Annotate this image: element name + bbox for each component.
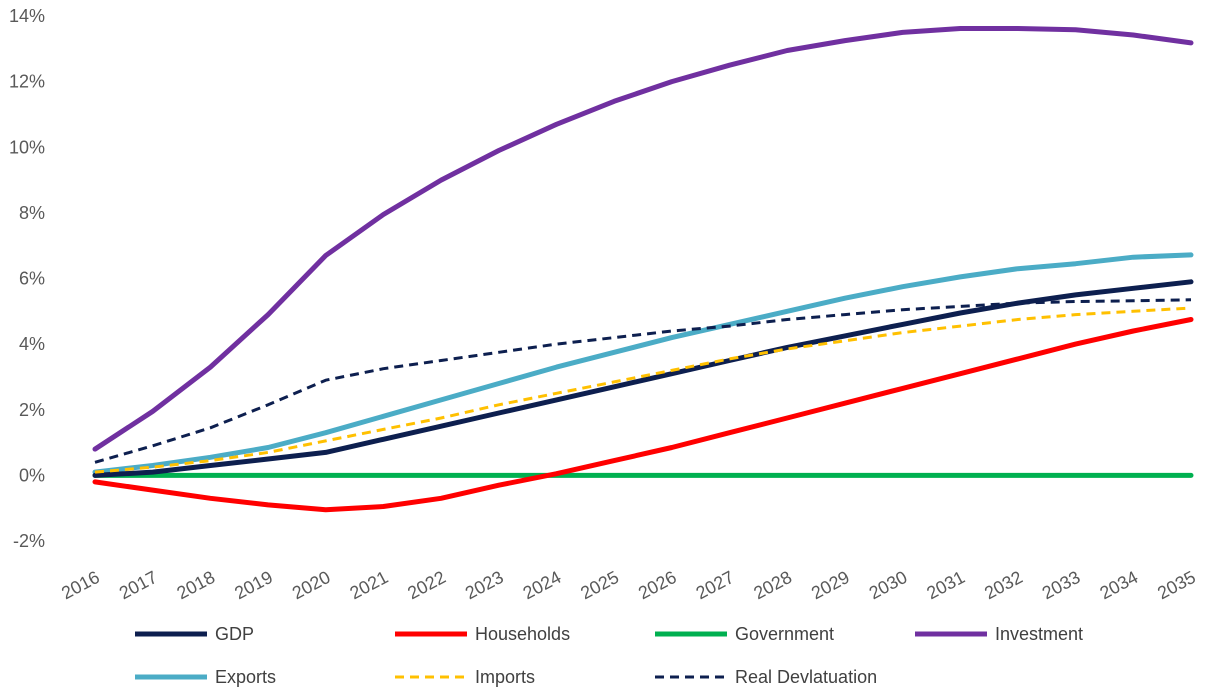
x-tick-label: 2030 [866, 567, 911, 603]
series-line-gdp [92, 279, 1194, 478]
x-tick-label: 2028 [750, 567, 795, 603]
x-tick-label: 2017 [116, 567, 161, 603]
series-lines [92, 26, 1194, 513]
y-tick-label: 4% [19, 334, 45, 354]
y-tick-label: 6% [19, 269, 45, 289]
legend: GDP Households Government Investment Exports… [135, 624, 1083, 687]
x-tick-label: 2029 [808, 567, 853, 603]
y-tick-label: 10% [9, 137, 45, 157]
x-tick-label: 2021 [347, 567, 392, 603]
y-tick-label: 8% [19, 203, 45, 223]
x-tick-label: 2018 [173, 567, 218, 603]
x-tick-label: 2032 [981, 567, 1026, 603]
x-tick-label: 2020 [289, 567, 334, 603]
legend-item-exports: Exports [135, 667, 276, 687]
y-tick-label: -2% [13, 531, 45, 551]
x-tick-label: 2027 [693, 567, 738, 603]
y-tick-label: 14% [9, 6, 45, 26]
legend-item-households: Households [395, 624, 570, 644]
y-tick-label: 2% [19, 400, 45, 420]
legend-label: GDP [215, 624, 254, 644]
legend-label: Households [475, 624, 570, 644]
x-tick-label: 2025 [577, 567, 622, 603]
legend-label: Government [735, 624, 834, 644]
legend-label: Imports [475, 667, 535, 687]
legend-item-imports: Imports [395, 667, 535, 687]
legend-item-real-devlatuation: Real Devlatuation [655, 667, 877, 687]
x-tick-label: 2024 [520, 567, 565, 603]
x-tick-label: 2035 [1154, 567, 1199, 603]
x-tick-label: 2033 [1039, 567, 1084, 603]
legend-item-gdp: GDP [135, 624, 254, 644]
x-tick-label: 2022 [404, 567, 449, 603]
series-line-investment [92, 26, 1194, 452]
legend-label: Investment [995, 624, 1083, 644]
y-tick-label: 12% [9, 72, 45, 92]
series-line-households [92, 317, 1194, 513]
x-tick-label: 2016 [58, 567, 103, 603]
x-tick-label: 2034 [1096, 567, 1141, 603]
y-axis-tick-labels: -2% 0% 2% 4% 6% 8% 10% 12% 14% [9, 6, 45, 551]
series-line-real-devlatuation [94, 298, 1192, 464]
legend-label: Real Devlatuation [735, 667, 877, 687]
x-axis-tick-labels: 2016 2017 2018 2019 2020 2021 2022 2023 2024 2025… [58, 567, 1199, 603]
legend-item-government: Government [655, 624, 834, 644]
x-tick-label: 2026 [635, 567, 680, 603]
series-line-imports [94, 306, 1192, 474]
series-line-exports [92, 252, 1194, 475]
legend-item-investment: Investment [915, 624, 1083, 644]
x-tick-label: 2019 [231, 567, 276, 603]
y-tick-label: 0% [19, 465, 45, 485]
x-tick-label: 2031 [923, 567, 968, 603]
legend-label: Exports [215, 667, 276, 687]
x-tick-label: 2023 [462, 567, 507, 603]
